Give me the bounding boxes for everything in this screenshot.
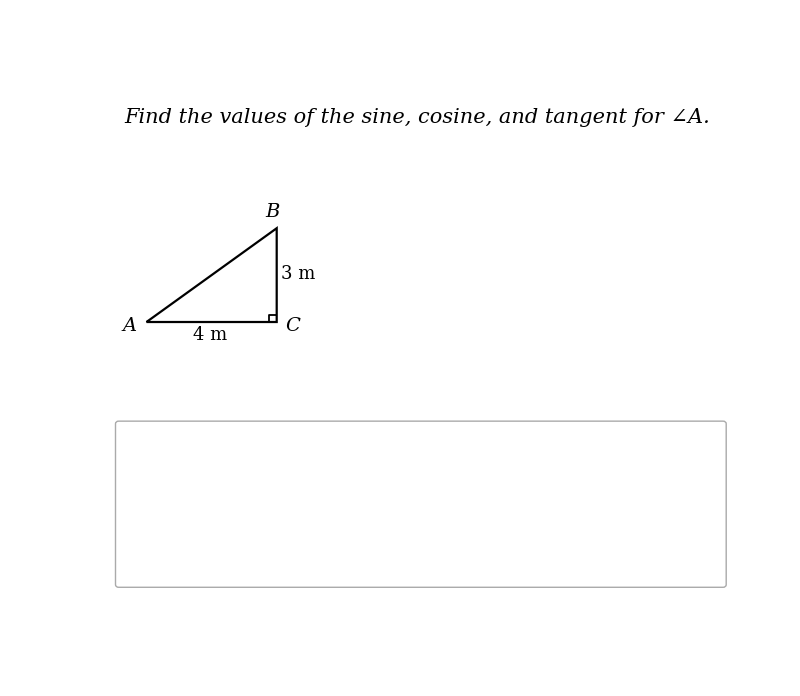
Text: Find the values of the sine, cosine, and tangent for ∠A.: Find the values of the sine, cosine, and…: [125, 108, 710, 127]
Text: A: A: [122, 317, 137, 335]
Text: 3 m: 3 m: [282, 264, 315, 283]
FancyBboxPatch shape: [115, 421, 726, 587]
Text: B: B: [266, 203, 280, 221]
Text: 4 m: 4 m: [194, 326, 227, 345]
Text: C: C: [285, 317, 300, 335]
